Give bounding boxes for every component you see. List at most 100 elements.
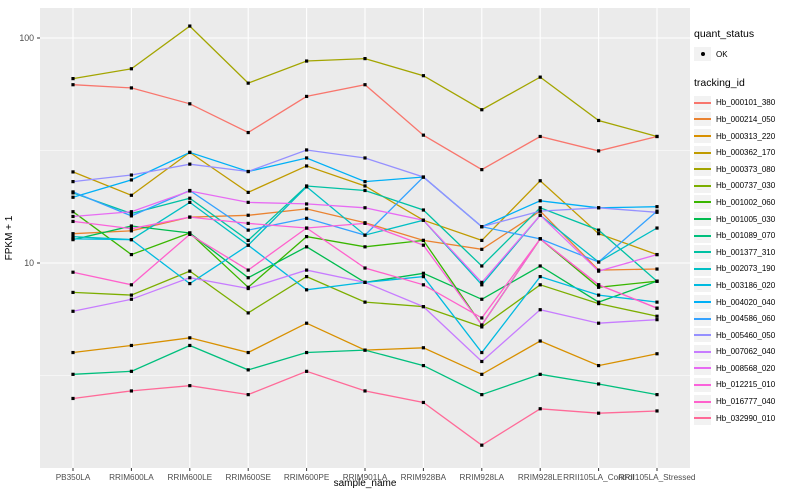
data-point <box>480 359 484 364</box>
data-point <box>655 393 659 397</box>
legend-item-label: Hb_002073_190 <box>716 264 776 274</box>
data-point <box>597 206 601 210</box>
legend-item-label: Hb_001377_310 <box>716 247 776 257</box>
series-line-icon <box>694 112 711 127</box>
data-point <box>597 232 601 236</box>
data-point <box>421 133 425 137</box>
data-point <box>655 314 659 318</box>
x-tick-label: RRII105LA_Control <box>563 473 634 482</box>
data-point <box>246 311 250 315</box>
data-point <box>597 411 601 415</box>
series-line-icon <box>694 295 711 310</box>
series-line-icon <box>694 328 711 343</box>
data-point <box>71 396 75 401</box>
legend-item-ok: OK <box>694 46 798 63</box>
data-point <box>421 275 425 279</box>
data-point <box>71 180 75 184</box>
series-line-icon <box>694 311 711 326</box>
data-point <box>129 67 133 71</box>
data-point <box>538 213 542 217</box>
data-point <box>421 74 425 78</box>
data-point <box>480 283 484 287</box>
data-point <box>129 193 133 197</box>
series-line-icon <box>694 129 711 144</box>
data-point <box>597 260 601 264</box>
data-point <box>305 350 309 355</box>
data-point <box>71 309 75 313</box>
series-line-icon <box>694 377 711 392</box>
data-point <box>655 210 659 214</box>
data-point <box>597 321 601 325</box>
legend-title-tracking-id: tracking_id <box>694 76 745 89</box>
legend-item-Hb_002073_190: Hb_002073_190 <box>694 261 798 278</box>
data-point <box>246 243 250 247</box>
legend-item-Hb_007062_040: Hb_007062_040 <box>694 344 798 361</box>
data-point <box>129 389 133 393</box>
data-point <box>421 175 425 179</box>
data-point <box>129 369 133 373</box>
legend-item-Hb_000373_080: Hb_000373_080 <box>694 161 798 178</box>
legend-item-label: Hb_003186_020 <box>716 280 776 290</box>
data-point <box>71 290 75 295</box>
data-point <box>597 363 601 368</box>
data-point <box>246 190 250 194</box>
data-point <box>421 208 425 212</box>
legend-item-label: Hb_012215_010 <box>716 380 776 390</box>
legend-item-label: Hb_001089_070 <box>716 231 776 241</box>
data-point <box>188 384 192 388</box>
data-point <box>538 134 542 139</box>
data-point <box>129 211 133 216</box>
data-point <box>480 323 484 327</box>
legend-item-label: Hb_005460_050 <box>716 330 776 340</box>
data-point <box>305 235 309 239</box>
legend: quant_status OK tracking_id Hb_000101_38… <box>694 28 798 426</box>
data-point <box>363 184 367 188</box>
data-point <box>363 188 367 193</box>
data-point <box>305 288 309 292</box>
data-point <box>305 207 309 211</box>
data-point <box>305 226 309 230</box>
legend-item-Hb_005460_050: Hb_005460_050 <box>694 327 798 344</box>
data-point <box>305 369 309 373</box>
data-point <box>655 226 659 230</box>
legend-item-label: OK <box>716 49 728 59</box>
series-line-icon <box>694 195 711 210</box>
data-point <box>538 75 542 79</box>
legend-item-Hb_000362_170: Hb_000362_170 <box>694 144 798 161</box>
y-axis-title: FPKM + 1 <box>4 215 15 260</box>
data-point <box>538 237 542 241</box>
legend-item-label: Hb_016777_040 <box>716 397 776 407</box>
data-point <box>655 318 659 322</box>
data-point <box>129 210 133 214</box>
data-point <box>188 162 192 166</box>
legend-item-Hb_004020_040: Hb_004020_040 <box>694 294 798 311</box>
data-point <box>305 268 309 272</box>
data-point <box>188 102 192 106</box>
legend-item-label: Hb_008568_020 <box>716 363 776 373</box>
data-point <box>129 224 133 228</box>
legend-item-label: Hb_032990_010 <box>716 413 776 423</box>
data-point <box>129 252 133 257</box>
x-tick-label: RRIM928LA <box>459 473 504 482</box>
legend-item-Hb_000737_030: Hb_000737_030 <box>694 178 798 195</box>
data-point <box>246 200 250 204</box>
data-point <box>71 83 75 87</box>
data-point <box>71 237 75 241</box>
data-point <box>421 243 425 247</box>
series-line-icon <box>694 162 711 177</box>
data-point <box>655 300 659 304</box>
series-line-icon <box>694 178 711 193</box>
x-tick-label: RRIM928BA <box>401 473 447 482</box>
data-point <box>480 247 484 251</box>
data-point <box>246 169 250 174</box>
data-point <box>71 350 75 355</box>
data-point <box>188 215 192 219</box>
data-point <box>188 200 192 204</box>
data-point <box>538 209 542 213</box>
data-point <box>597 293 601 297</box>
x-tick-label: RRII105LA_Stressed <box>619 473 696 482</box>
data-point <box>421 305 425 309</box>
data-point <box>246 368 250 372</box>
